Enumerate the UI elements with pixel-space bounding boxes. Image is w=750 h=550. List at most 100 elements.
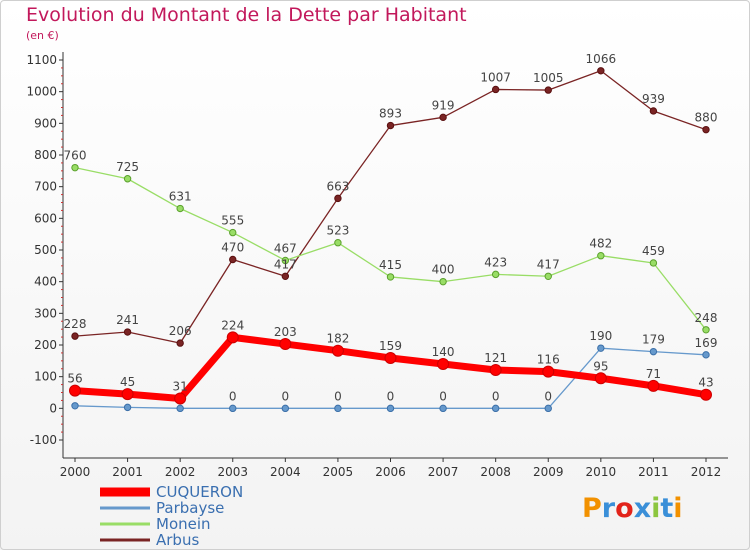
logo-letter: i	[651, 493, 660, 524]
logo-letter: t	[660, 493, 673, 524]
data-label-parbayse: 0	[334, 389, 342, 403]
data-label-cuqueron: 43	[698, 376, 713, 390]
x-tick-label: 2006	[375, 465, 406, 479]
data-label-parbayse: 0	[229, 389, 237, 403]
data-point-cuqueron	[594, 372, 607, 385]
data-label-arbus: 1007	[480, 70, 511, 84]
y-tick-label: 300	[34, 306, 57, 320]
x-tick-label: 2000	[60, 465, 91, 479]
data-label-arbus: 417	[274, 257, 297, 271]
data-point-arbus	[597, 67, 605, 75]
data-point-monein	[649, 259, 658, 267]
x-tick-label: 2007	[428, 465, 459, 479]
data-label-cuqueron: 182	[326, 332, 349, 346]
logo-letter: x	[634, 493, 651, 524]
x-tick-label: 2003	[217, 465, 248, 479]
data-label-monein: 467	[274, 241, 297, 255]
data-label-parbayse: 0	[439, 389, 447, 403]
logo-letter: o	[615, 493, 634, 524]
data-label-parbayse: 179	[642, 333, 665, 347]
data-point-monein	[123, 175, 132, 183]
y-tick-label: 800	[34, 148, 57, 162]
data-label-cuqueron: 116	[537, 353, 560, 367]
data-label-monein: 555	[221, 214, 244, 228]
data-label-cuqueron: 71	[646, 367, 661, 381]
logo-letter: P	[582, 493, 602, 524]
y-tick-label: 600	[34, 211, 57, 225]
data-label-cuqueron: 45	[120, 375, 135, 389]
data-label-parbayse: 0	[282, 389, 290, 403]
data-point-cuqueron	[121, 388, 134, 401]
data-point-arbus	[281, 272, 290, 280]
data-point-parbayse	[649, 347, 658, 356]
x-tick-label: 2011	[638, 465, 669, 479]
x-tick-label: 2005	[323, 465, 354, 479]
data-point-cuqueron	[489, 364, 502, 377]
y-tick-label: 500	[34, 243, 57, 257]
data-point-cuqueron	[437, 358, 450, 370]
data-point-arbus	[334, 194, 342, 203]
x-tick-label: 2010	[586, 465, 617, 479]
data-label-cuqueron: 95	[593, 359, 608, 373]
data-point-parbayse	[386, 404, 395, 413]
data-label-cuqueron: 121	[484, 351, 507, 365]
y-tick-label: 700	[34, 180, 57, 194]
y-tick-label: 0	[49, 401, 57, 415]
data-label-monein: 523	[326, 224, 349, 238]
data-point-parbayse	[702, 351, 710, 359]
data-point-monein	[491, 270, 500, 279]
data-label-parbayse: 0	[387, 389, 395, 403]
data-label-arbus: 228	[64, 317, 87, 331]
data-label-parbayse: 0	[492, 389, 500, 403]
x-tick-label: 2012	[691, 465, 722, 479]
data-label-monein: 725	[116, 160, 139, 174]
data-label-parbayse: 169	[695, 336, 718, 350]
data-point-monein	[544, 272, 552, 280]
data-label-arbus: 241	[116, 313, 139, 327]
data-point-parbayse	[439, 404, 447, 413]
data-label-parbayse: 0	[544, 389, 552, 403]
data-label-cuqueron: 203	[274, 325, 297, 339]
data-label-monein: 423	[484, 255, 507, 269]
x-tick-label: 2002	[165, 465, 196, 479]
data-label-arbus: 470	[221, 241, 244, 255]
data-label-arbus: 919	[432, 98, 455, 112]
data-point-cuqueron	[700, 388, 712, 401]
data-point-cuqueron	[542, 365, 555, 378]
y-tick-label: 1100	[26, 53, 57, 67]
y-tick-label: 900	[34, 116, 57, 130]
data-label-arbus: 206	[169, 324, 192, 338]
data-label-arbus: 939	[642, 92, 665, 106]
data-point-monein	[386, 273, 395, 281]
y-tick-label: -100	[30, 433, 57, 447]
data-point-cuqueron	[226, 331, 239, 344]
data-point-monein	[334, 239, 342, 247]
data-point-monein	[597, 252, 605, 260]
data-label-monein: 415	[379, 258, 402, 272]
y-tick-label: 200	[34, 338, 57, 352]
data-label-monein: 248	[695, 311, 718, 325]
data-label-arbus: 1005	[533, 71, 564, 85]
data-point-arbus	[123, 328, 132, 336]
chart-title: Evolution du Montant de la Dette par Hab…	[26, 4, 467, 26]
chart-axes: -100010020030040050060070080090010001100…	[26, 52, 728, 479]
data-label-monein: 631	[169, 190, 192, 204]
x-tick-label: 2001	[112, 465, 143, 479]
data-point-parbayse	[281, 404, 290, 413]
logo-letter: i	[673, 493, 682, 524]
data-point-parbayse	[123, 403, 132, 412]
data-label-arbus: 1066	[586, 52, 617, 66]
data-label-monein: 760	[64, 149, 87, 163]
data-label-cuqueron: 56	[67, 372, 82, 386]
data-point-parbayse	[491, 404, 500, 413]
data-label-arbus: 893	[379, 107, 402, 121]
data-point-cuqueron	[384, 351, 397, 364]
data-point-cuqueron	[647, 379, 660, 392]
data-point-arbus	[439, 113, 447, 122]
data-label-monein: 417	[537, 257, 560, 271]
data-label-monein: 459	[642, 244, 665, 258]
data-point-monein	[281, 256, 290, 265]
data-point-cuqueron	[69, 384, 81, 397]
data-point-arbus	[386, 121, 395, 130]
